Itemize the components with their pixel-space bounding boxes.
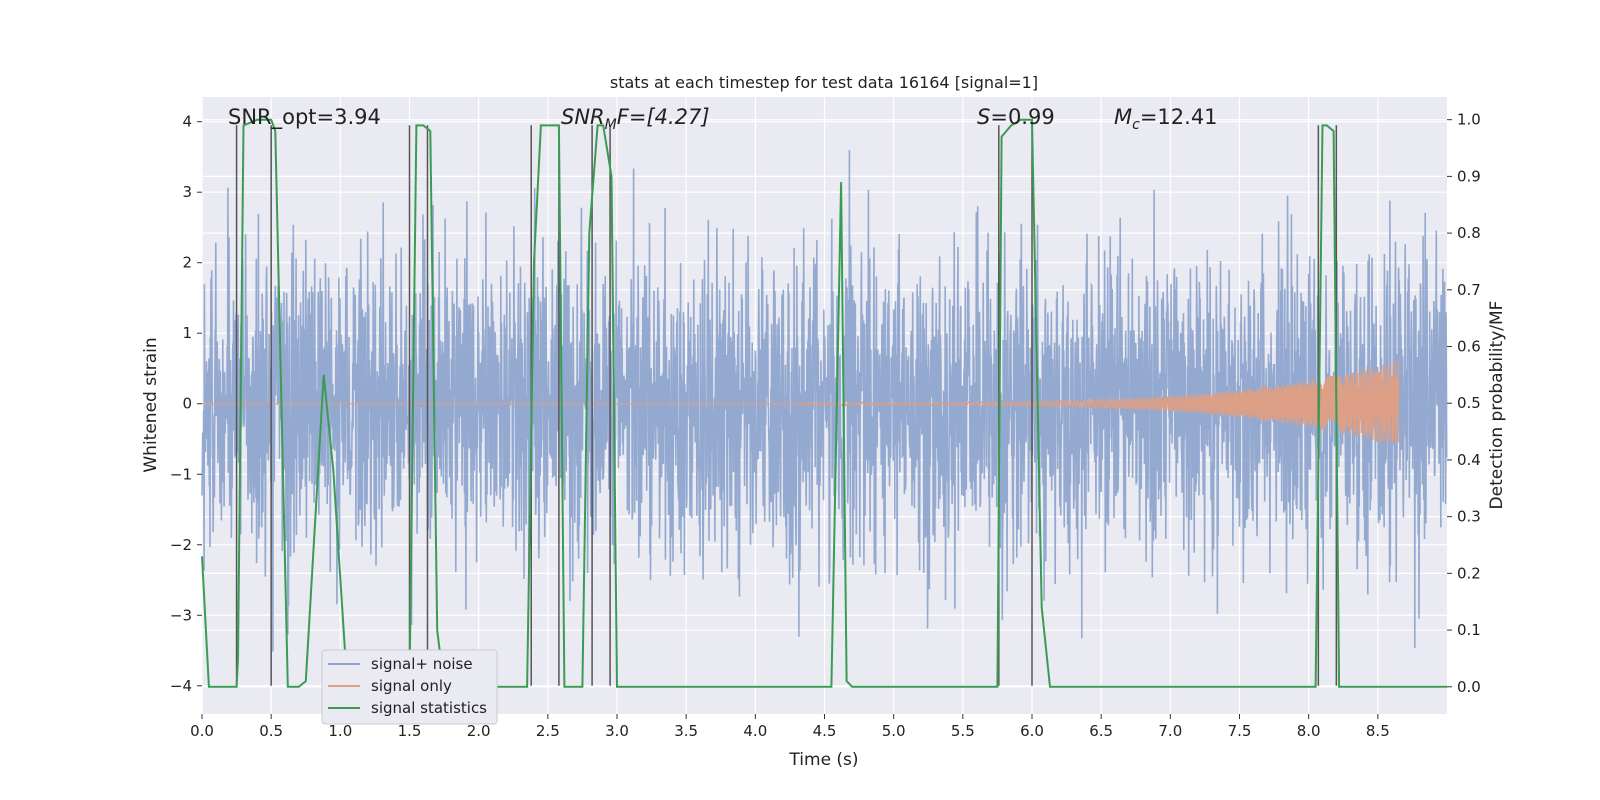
y-left-tick-label-2: 2 — [182, 254, 192, 272]
x-tick-label-5: 2.5 — [536, 722, 560, 740]
annotation-snr-opt: SNR_opt=3.94 — [228, 105, 381, 130]
x-tick-label-7: 3.5 — [674, 722, 698, 740]
chirp-line — [202, 360, 1400, 445]
y-left-tick-label-3: 1 — [182, 324, 192, 342]
y-left-tick-label-8: −4 — [170, 677, 192, 695]
y-left-tick-label-0: 4 — [182, 113, 192, 131]
x-tick-label-2: 1.0 — [328, 722, 352, 740]
x-tick-label-17: 8.5 — [1366, 722, 1390, 740]
y-right-tick-label-4: 0.6 — [1457, 338, 1481, 356]
legend-label-signal-only: signal only — [371, 677, 452, 695]
y-left-tick-label-4: 0 — [182, 395, 192, 413]
chart-title: stats at each timestep for test data 161… — [610, 73, 1038, 92]
x-tick-label-0: 0.0 — [190, 722, 214, 740]
y-left-tick-label-6: −2 — [170, 536, 192, 554]
y-axis-label-right: Detection probability/MF — [1487, 301, 1507, 510]
legend-label-signal-noise: signal+ noise — [371, 655, 473, 673]
x-tick-label-1: 0.5 — [259, 722, 283, 740]
annotation-s: S=0.99 — [977, 105, 1055, 129]
y-right-tick-label-10: 0.0 — [1457, 678, 1481, 696]
y-right-tick-label-1: 0.9 — [1457, 167, 1481, 185]
annotation-mc: Mc=12.41 — [1114, 105, 1218, 133]
y-right-tick-label-3: 0.7 — [1457, 281, 1481, 299]
x-tick-label-3: 1.5 — [398, 722, 422, 740]
y-left-tick-label-7: −3 — [170, 606, 192, 624]
x-tick-label-9: 4.5 — [813, 722, 837, 740]
mc-subscript: c — [1132, 117, 1140, 133]
x-axis-label: Time (s) — [788, 750, 858, 770]
y-right-tick-label-7: 0.3 — [1457, 508, 1481, 526]
x-tick-label-16: 8.0 — [1297, 722, 1321, 740]
x-tick-label-10: 5.0 — [882, 722, 906, 740]
mc-label: M — [1114, 105, 1132, 129]
y-left-tick-label-1: 3 — [182, 183, 192, 201]
snr-mf-suffix: F=[4.27] — [617, 105, 710, 129]
y-right-tick-label-5: 0.5 — [1457, 394, 1481, 412]
statistics-line — [201, 118, 1447, 688]
signal-statistics-series — [201, 118, 1447, 688]
y-right-tick-label-8: 0.2 — [1457, 564, 1481, 582]
legend: signal+ noise signal only signal statist… — [321, 649, 498, 725]
legend-label-signal-statistics: signal statistics — [371, 699, 487, 717]
y-right-tick-label-6: 0.4 — [1457, 451, 1481, 469]
snr-mf-prefix: SNR — [561, 105, 605, 129]
y-axis-label-left: Whitened strain — [141, 337, 161, 472]
x-tick-label-8: 4.0 — [743, 722, 767, 740]
s-value: =0.99 — [990, 105, 1054, 129]
mc-value: =12.41 — [1140, 105, 1218, 129]
x-tick-label-14: 7.0 — [1158, 722, 1182, 740]
legend-box — [321, 649, 498, 725]
annotation-snr-mf: SNRMF=[4.27] — [561, 105, 710, 133]
s-label: S — [977, 105, 990, 129]
signal-only-series — [202, 360, 1400, 445]
y-left-tick-label-5: −1 — [170, 465, 192, 483]
x-tick-label-11: 5.5 — [951, 722, 975, 740]
x-tick-label-15: 7.5 — [1228, 722, 1252, 740]
x-tick-label-13: 6.5 — [1089, 722, 1113, 740]
axis-ticks: 0.0 0.5 1.0 1.5 2.0 2.5 3.0 3.5 4.0 4.5 5.0 5.5 6.0 6… — [170, 111, 1481, 740]
x-tick-label-12: 6.0 — [1020, 722, 1044, 740]
snr-mf-subscript: M — [605, 117, 617, 133]
y-right-tick-label-2: 0.8 — [1457, 224, 1481, 242]
x-tick-label-4: 2.0 — [467, 722, 491, 740]
y-right-tick-label-0: 1.0 — [1457, 111, 1481, 129]
y-right-tick-label-9: 0.1 — [1457, 621, 1481, 639]
x-tick-label-6: 3.0 — [605, 722, 629, 740]
